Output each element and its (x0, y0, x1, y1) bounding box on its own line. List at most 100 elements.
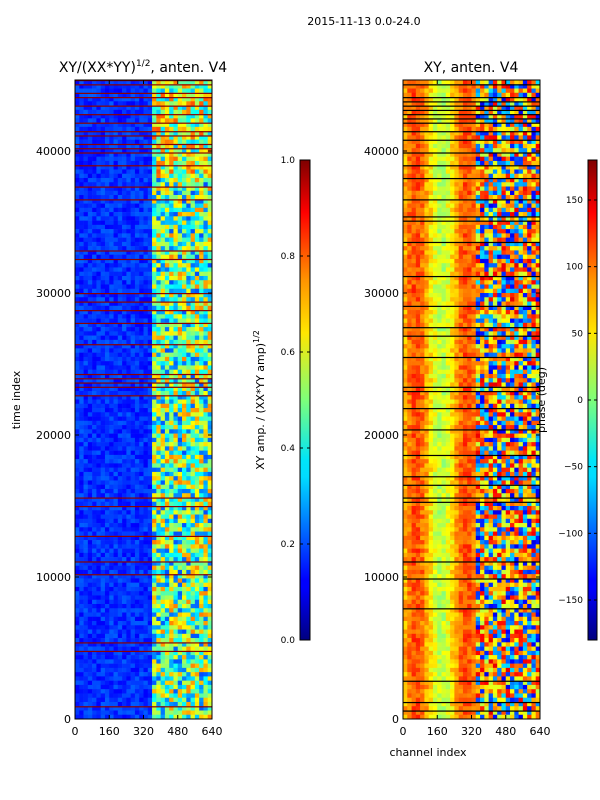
heatmap-cell (104, 352, 110, 358)
heatmap-cell (199, 629, 204, 635)
heatmap-cell (147, 437, 153, 443)
heatmap-cell (87, 348, 93, 353)
heatmap-cell (126, 714, 131, 719)
heatmap-cell (143, 293, 149, 298)
heatmap-cell (139, 135, 144, 140)
heatmap-cell (164, 258, 170, 264)
heatmap-cell (134, 122, 140, 128)
heatmap-cell (100, 114, 106, 119)
heatmap-cell (177, 608, 183, 613)
heatmap-cell (109, 156, 114, 162)
heatmap-cell (92, 182, 97, 187)
heatmap-cell (160, 693, 166, 698)
heatmap-cell (87, 544, 93, 549)
heatmap-cell (79, 241, 84, 247)
heatmap-cell (147, 339, 153, 345)
heatmap-cell (169, 331, 174, 336)
heatmap-cell (83, 169, 89, 175)
heatmap-cell (186, 348, 191, 353)
heatmap-cell (87, 339, 93, 345)
heatmap-cell (109, 237, 114, 243)
heatmap-cell (96, 595, 101, 601)
heatmap-cell (139, 710, 144, 716)
heatmap-cell (173, 322, 179, 328)
heatmap-cell (104, 182, 110, 187)
heatmap-cell (79, 126, 84, 132)
heatmap-cell (194, 650, 200, 656)
heatmap-cell (173, 212, 179, 217)
heatmap-cell (87, 446, 93, 451)
heatmap-cell (186, 101, 191, 106)
heatmap-cell (96, 493, 101, 498)
heatmap-cell (182, 548, 187, 554)
heatmap-cell (190, 246, 196, 251)
heatmap-cell (186, 574, 191, 579)
heatmap-cell (182, 156, 187, 162)
heatmap-cell (203, 152, 209, 157)
heatmap-cell (182, 331, 187, 336)
heatmap-cell (164, 195, 170, 200)
heatmap-cell (87, 680, 93, 686)
heatmap-cell (104, 684, 110, 690)
heatmap-cell (415, 88, 421, 94)
heatmap-cell (182, 672, 187, 677)
heatmap-cell (156, 241, 161, 247)
heatmap-cell (113, 314, 119, 319)
heatmap-cell (75, 608, 80, 613)
heatmap-cell (169, 497, 174, 503)
heatmap-cell (203, 412, 209, 417)
heatmap-cell (83, 582, 89, 588)
heatmap-cell (143, 693, 149, 698)
heatmap-cell (87, 416, 93, 422)
heatmap-cell (203, 697, 209, 703)
heatmap-cell (92, 301, 97, 307)
heatmap-cell (75, 212, 80, 217)
heatmap-cell (87, 356, 93, 362)
heatmap-cell (130, 118, 136, 123)
heatmap-cell (156, 263, 161, 268)
heatmap-cell (173, 280, 179, 285)
heatmap-cell (152, 327, 157, 332)
heatmap-cell (182, 267, 187, 272)
heatmap-cell (87, 220, 93, 226)
heatmap-cell (75, 331, 80, 336)
heatmap-cell (104, 297, 110, 302)
heatmap-cell (156, 169, 161, 175)
heatmap-cell (152, 531, 157, 537)
heatmap-cell (126, 92, 131, 98)
heatmap-cell (177, 561, 183, 566)
heatmap-cell (96, 433, 101, 439)
heatmap-cell (203, 467, 209, 473)
heatmap-cell (109, 258, 114, 264)
heatmap-cell (92, 165, 97, 170)
heatmap-cell (139, 305, 144, 311)
heatmap-cell (100, 480, 106, 485)
heatmap-cell (437, 88, 442, 94)
heatmap-cell (173, 160, 179, 166)
heatmap-cell (130, 680, 136, 686)
heatmap-cell (126, 148, 131, 153)
heatmap-cell (169, 531, 174, 537)
heatmap-cell (160, 506, 166, 511)
heatmap-cell (130, 152, 136, 157)
heatmap-cell (194, 442, 200, 447)
heatmap-cell (203, 493, 209, 498)
heatmap-cell (164, 501, 170, 507)
heatmap-cell (122, 92, 127, 98)
heatmap-cell (117, 429, 123, 434)
heatmap-cell (164, 442, 170, 447)
heatmap-cell (147, 433, 153, 439)
heatmap-cell (182, 437, 187, 443)
heatmap-cell (199, 361, 204, 366)
heatmap-cell (182, 403, 187, 409)
heatmap-cell (160, 599, 166, 605)
heatmap-cell (75, 450, 80, 456)
heatmap-cell (190, 361, 196, 366)
heatmap-cell (182, 689, 187, 694)
heatmap-cell (160, 212, 166, 217)
heatmap-cell (152, 403, 157, 409)
heatmap-cell (203, 284, 209, 290)
heatmap-cell (199, 429, 204, 434)
heatmap-cell (109, 297, 114, 302)
heatmap-cell (75, 710, 80, 716)
